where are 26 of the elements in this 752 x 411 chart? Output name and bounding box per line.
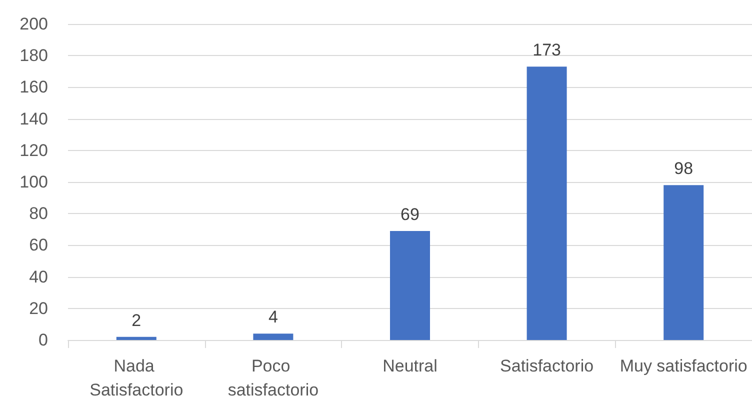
data-label: 4 xyxy=(268,308,278,327)
x-tick-label: Poco satisfactorio xyxy=(228,356,319,400)
bar xyxy=(253,334,294,340)
y-tick-label: 0 xyxy=(38,330,48,350)
bar xyxy=(390,230,430,340)
data-label: 173 xyxy=(532,40,561,60)
y-tick-label: 40 xyxy=(29,267,48,286)
data-label: 2 xyxy=(132,310,142,330)
y-tick-label: 140 xyxy=(20,109,48,128)
y-tick-label: 100 xyxy=(20,172,48,192)
y-tick-label: 180 xyxy=(20,46,48,66)
y-tick-label: 160 xyxy=(20,78,48,97)
y-tick-label: 60 xyxy=(29,236,48,255)
bar xyxy=(526,66,567,340)
x-tick-label: Muy satisfactorio xyxy=(620,356,748,376)
x-tick-label: Nada Satisfactorio xyxy=(90,356,184,400)
y-tick-label: 20 xyxy=(29,298,48,318)
data-label: 98 xyxy=(674,159,694,178)
y-tick-label: 200 xyxy=(20,14,48,34)
y-tick-label: 120 xyxy=(20,140,48,160)
bar xyxy=(116,336,156,340)
x-tick-label: Satisfactorio xyxy=(500,356,594,376)
bar xyxy=(664,185,704,340)
x-tick-label: Neutral xyxy=(382,356,438,376)
y-tick-label: 80 xyxy=(29,204,48,224)
data-label: 69 xyxy=(400,204,420,224)
